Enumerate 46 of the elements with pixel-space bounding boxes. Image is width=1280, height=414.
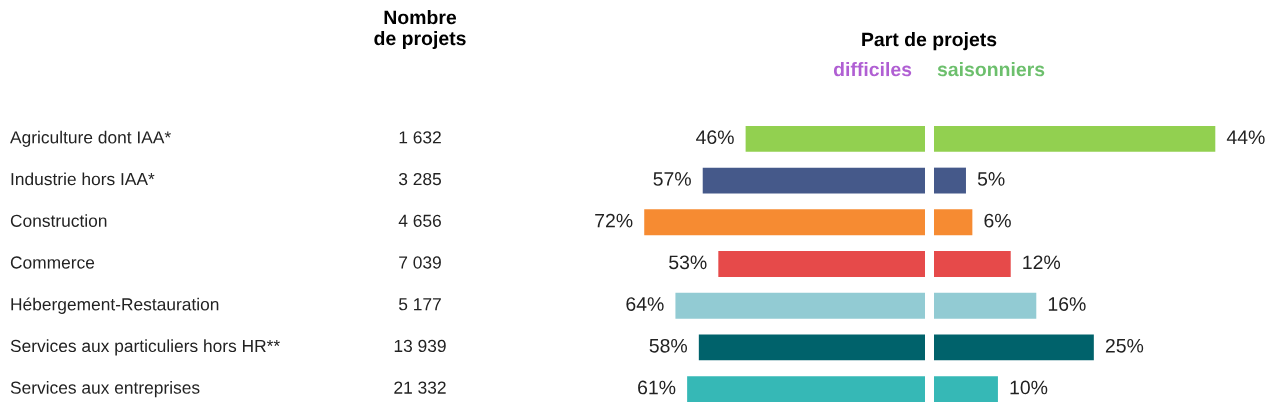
data-label: 58% xyxy=(649,338,688,353)
chart-subtitle: difficiles xyxy=(833,62,912,77)
data-label: 21 332 xyxy=(394,381,446,394)
bar xyxy=(934,209,973,236)
data-label: 64% xyxy=(626,297,664,311)
data-label: 10% xyxy=(1010,380,1048,395)
data-label: 44% xyxy=(1226,130,1265,144)
data-label: 16% xyxy=(1048,297,1086,311)
data-label: 46% xyxy=(696,130,734,145)
bar xyxy=(934,125,1216,152)
data-label: 5 177 xyxy=(398,298,441,311)
bar xyxy=(702,167,925,194)
category-label: Hébergement-Restauration xyxy=(11,297,219,314)
text: Nombre de projets xyxy=(374,10,466,50)
bar xyxy=(698,334,925,361)
bar xyxy=(934,292,1037,319)
data-label: 13 939 xyxy=(394,339,446,353)
data-label: 57% xyxy=(653,172,691,186)
bar xyxy=(934,167,966,194)
bar xyxy=(644,209,925,236)
category-label: Agriculture dont IAA* xyxy=(10,130,171,147)
data-label: 3 285 xyxy=(398,172,441,186)
data-label: 53% xyxy=(669,255,707,270)
category-label: Industrie hors IAA* xyxy=(11,172,155,186)
data-label: 61% xyxy=(638,380,676,395)
category-label: Construction xyxy=(10,214,107,227)
bar xyxy=(745,125,925,152)
chart-subtitle: saisonniers xyxy=(937,62,1045,77)
bar xyxy=(718,251,925,277)
data-label: 6% xyxy=(984,213,1011,228)
data-label: 72% xyxy=(595,213,633,228)
data-label: 7 039 xyxy=(399,256,441,269)
bar xyxy=(934,251,1011,277)
data-label: 4 656 xyxy=(398,214,441,227)
bar xyxy=(675,292,925,319)
data-label: 12% xyxy=(1023,255,1061,270)
chart-title: Part de projets xyxy=(862,32,997,51)
bar xyxy=(687,376,925,403)
data-label: 25% xyxy=(1105,338,1144,353)
category-label: Commerce xyxy=(10,256,95,269)
category-label: Services aux entreprises xyxy=(10,381,200,398)
category-label: Services aux particuliers hors HR** xyxy=(10,339,280,356)
data-label: 5% xyxy=(977,172,1005,186)
bar xyxy=(934,376,998,403)
bar xyxy=(934,334,1094,361)
data-label: 1 632 xyxy=(399,131,441,144)
